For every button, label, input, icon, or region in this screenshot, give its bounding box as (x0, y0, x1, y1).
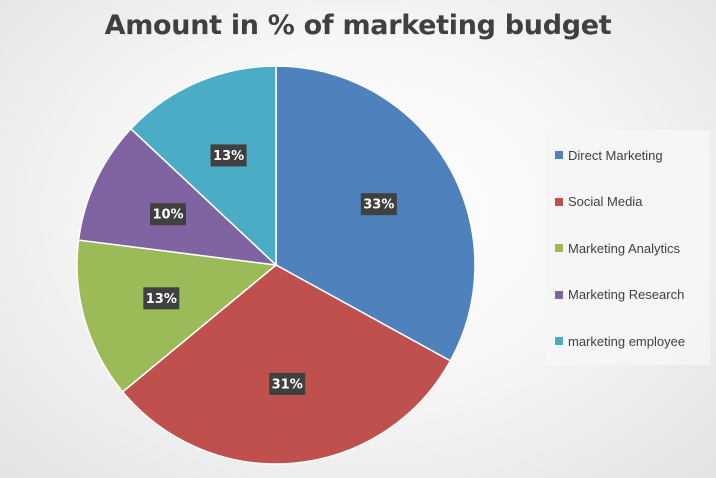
data-label-box (210, 144, 247, 167)
data-label-box (269, 372, 306, 395)
data-label-marketing-employee: 13% (210, 144, 247, 167)
legend-item-marketing-research: Marketing Research (555, 285, 684, 305)
data-label-marketing-research: 10% (150, 203, 186, 226)
data-label-box (150, 203, 186, 226)
data-label-text: 31% (272, 377, 303, 392)
data-label-text: 33% (363, 198, 394, 213)
legend-item-direct-marketing: Direct Marketing (555, 145, 663, 165)
data-label-box (143, 287, 180, 310)
legend-label: Marketing Analytics (568, 240, 680, 256)
data-label-text: 13% (213, 149, 244, 164)
pie-slice-marketing-analytics (76, 239, 278, 393)
pie-slice-marketing-employee (129, 65, 277, 267)
data-label-text: 10% (152, 208, 183, 223)
data-label-box (360, 193, 397, 216)
pie-slice-marketing-research (77, 127, 279, 267)
data-label-marketing-analytics: 13% (143, 287, 180, 310)
legend-swatch (555, 244, 563, 252)
pie-slice-social-media (121, 264, 452, 465)
legend-swatch (555, 337, 563, 345)
legend: Direct Marketing Social Media Marketing An… (545, 130, 710, 365)
legend-swatch (555, 290, 563, 299)
legend-label: Social Media (568, 194, 643, 209)
legend-item-marketing-employee: marketing employee (555, 331, 685, 351)
legend-swatch (555, 151, 563, 159)
legend-label: Marketing Research (568, 287, 685, 302)
legend-swatch (555, 197, 563, 206)
data-label-social-media: 31% (269, 372, 306, 395)
legend-item-marketing-analytics: Marketing Analytics (555, 238, 680, 258)
data-label-direct-marketing: 33% (360, 193, 397, 216)
chart-title: Amount in % of marketing budget (104, 10, 612, 41)
legend-label: marketing employee (568, 333, 686, 349)
legend-item-social-media: Social Media (555, 192, 642, 212)
legend-label: Direct Marketing (568, 147, 663, 163)
data-label-text: 13% (146, 292, 177, 307)
